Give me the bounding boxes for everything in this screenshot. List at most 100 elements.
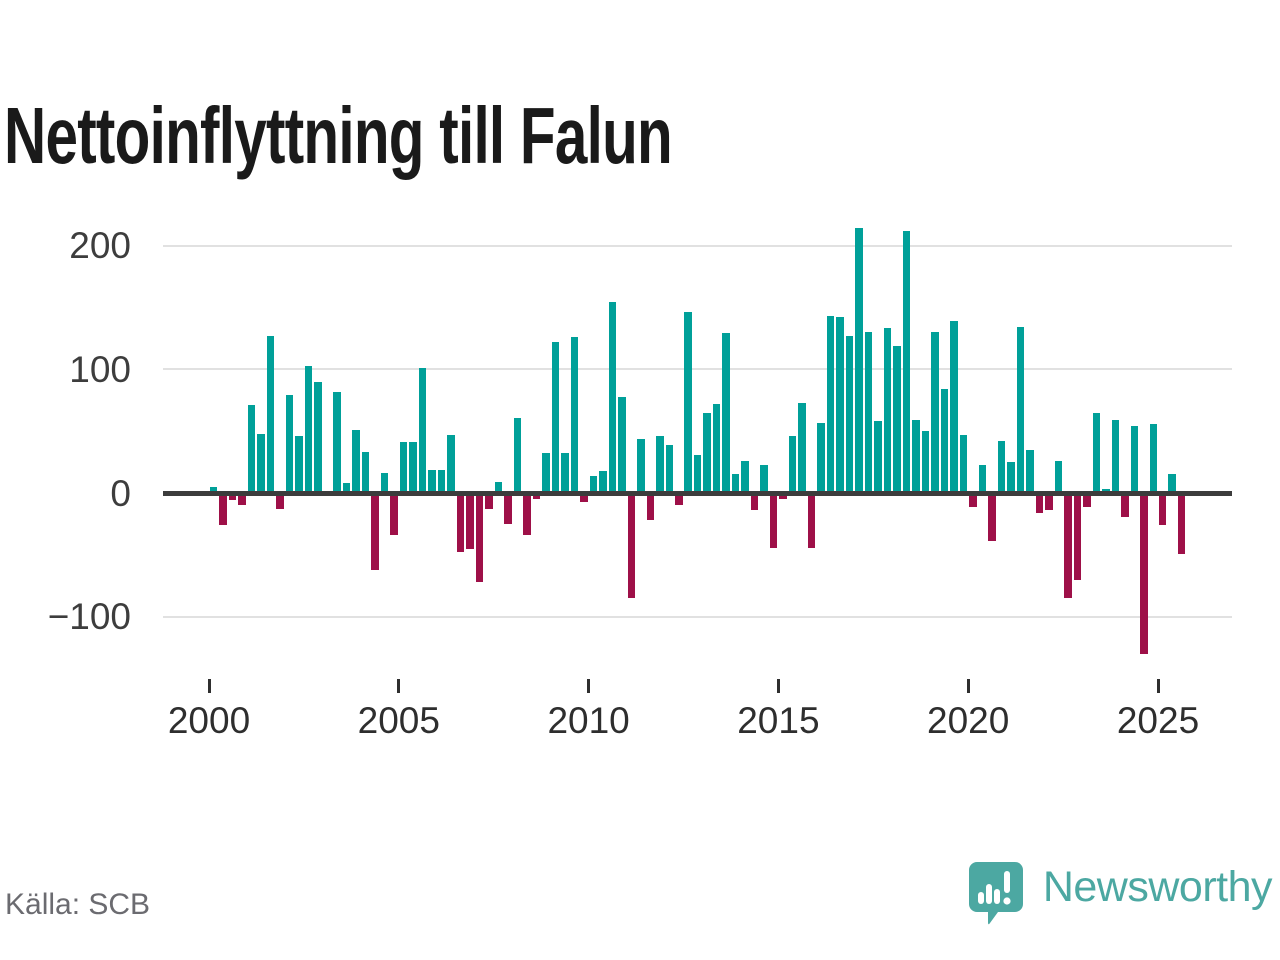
bar-2010Q2 bbox=[599, 470, 607, 493]
gridline-100 bbox=[163, 368, 1232, 371]
bar-2016Q3 bbox=[836, 317, 844, 493]
x-axis-zero-line bbox=[163, 490, 1232, 496]
bar-2022Q3 bbox=[1064, 493, 1072, 599]
bar-2025Q2 bbox=[1168, 474, 1176, 493]
bar-2015Q2 bbox=[788, 436, 797, 493]
x-axis-tick-2010 bbox=[587, 679, 591, 693]
bar-2021Q3 bbox=[1026, 449, 1034, 493]
bar-2010Q4 bbox=[618, 396, 626, 493]
bar-2005Q1 bbox=[399, 442, 408, 493]
bar-2019Q4 bbox=[959, 434, 968, 493]
bar-2024Q4 bbox=[1149, 423, 1158, 493]
bar-2019Q3 bbox=[950, 321, 958, 493]
bar-2004Q1 bbox=[361, 452, 370, 493]
bar-2023Q1 bbox=[1083, 493, 1091, 507]
x-axis-tick-2000 bbox=[207, 679, 211, 693]
bar-2009Q4 bbox=[580, 493, 588, 502]
bar-2019Q2 bbox=[940, 389, 949, 494]
bar-2005Q3 bbox=[418, 368, 427, 493]
bar-2012Q2 bbox=[675, 493, 683, 506]
bar-2016Q4 bbox=[845, 335, 854, 493]
bar-2011Q4 bbox=[656, 436, 664, 493]
chart-title: Nettoinflyttning till Falun bbox=[4, 90, 673, 180]
bar-2013Q2 bbox=[712, 403, 721, 493]
y-axis-tick-label: −100 bbox=[47, 596, 131, 638]
bar-2003Q4 bbox=[352, 429, 360, 493]
bar-2009Q3 bbox=[570, 337, 579, 493]
bar-2007Q4 bbox=[504, 493, 512, 524]
bar-2002Q3 bbox=[304, 365, 313, 493]
bar-2008Q3 bbox=[532, 493, 541, 500]
bar-2012Q1 bbox=[665, 444, 674, 493]
bar-2009Q2 bbox=[561, 453, 569, 493]
bar-2017Q1 bbox=[855, 228, 863, 493]
bar-2011Q3 bbox=[646, 493, 655, 521]
bar-2019Q1 bbox=[931, 332, 939, 493]
bar-2004Q3 bbox=[380, 473, 389, 493]
bar-2024Q2 bbox=[1130, 426, 1139, 493]
bar-2017Q2 bbox=[864, 332, 873, 493]
bar-2001Q2 bbox=[257, 433, 265, 493]
bar-2008Q4 bbox=[542, 453, 550, 493]
bar-2014Q4 bbox=[769, 493, 778, 548]
y-axis-tick-label: 0 bbox=[110, 472, 131, 514]
bar-2022Q4 bbox=[1073, 493, 1082, 580]
bar-2006Q4 bbox=[466, 493, 474, 549]
bar-2024Q1 bbox=[1121, 493, 1129, 517]
bar-2011Q2 bbox=[637, 438, 645, 494]
bar-2008Q2 bbox=[523, 493, 531, 536]
bar-2025Q1 bbox=[1158, 493, 1167, 526]
bar-2020Q2 bbox=[978, 464, 987, 493]
bar-2015Q3 bbox=[798, 402, 806, 493]
bar-2023Q2 bbox=[1092, 412, 1101, 493]
bar-2010Q3 bbox=[608, 302, 617, 493]
x-axis-tick-2005 bbox=[397, 679, 401, 693]
bar-2001Q4 bbox=[276, 493, 284, 510]
bar-2015Q1 bbox=[779, 493, 787, 500]
bar-2018Q3 bbox=[912, 420, 920, 493]
bar-2013Q1 bbox=[703, 412, 711, 493]
bar-2004Q4 bbox=[390, 493, 398, 536]
brand-name: Newsworthy bbox=[1042, 862, 1273, 911]
bar-2012Q4 bbox=[693, 454, 702, 493]
x-axis-tick-label: 2020 bbox=[927, 700, 1010, 741]
bar-2000Q2 bbox=[219, 493, 227, 526]
bar-2003Q2 bbox=[333, 391, 341, 493]
bar-2007Q1 bbox=[475, 493, 484, 583]
bar-2006Q3 bbox=[456, 493, 465, 553]
bar-2003Q3 bbox=[342, 483, 351, 493]
source-caption: Källa: SCB bbox=[5, 888, 151, 921]
bar-2020Q4 bbox=[997, 441, 1006, 493]
y-axis-tick-label: 100 bbox=[69, 348, 131, 390]
bar-2012Q3 bbox=[684, 312, 692, 493]
bar-2007Q2 bbox=[485, 493, 493, 510]
bar-2018Q2 bbox=[902, 230, 911, 493]
bar-2015Q4 bbox=[807, 493, 816, 548]
bar-2014Q3 bbox=[760, 464, 768, 493]
bar-2000Q1 bbox=[209, 486, 218, 493]
x-axis-tick-2015 bbox=[776, 679, 780, 693]
bar-2016Q2 bbox=[826, 316, 835, 493]
gridline--100 bbox=[163, 615, 1232, 618]
bar-2013Q3 bbox=[722, 333, 730, 493]
bar-2001Q3 bbox=[266, 335, 275, 493]
newsworthy-speech-bubble-chart-icon bbox=[968, 862, 1023, 925]
bar-2022Q2 bbox=[1054, 460, 1063, 493]
newsworthy-branding: Newsworthy bbox=[967, 860, 1273, 926]
bar-2009Q1 bbox=[551, 342, 560, 493]
bar-2025Q3 bbox=[1177, 493, 1186, 554]
x-axis-tick-label: 2005 bbox=[357, 700, 440, 741]
x-axis-tick-2020 bbox=[966, 679, 970, 693]
bar-2007Q3 bbox=[494, 481, 503, 493]
bar-2005Q2 bbox=[409, 442, 417, 493]
bar-2018Q1 bbox=[893, 345, 901, 493]
bar-2006Q2 bbox=[447, 434, 455, 493]
x-axis-tick-label: 2015 bbox=[737, 700, 820, 741]
y-axis-tick-label: 200 bbox=[69, 225, 131, 266]
bar-2021Q2 bbox=[1016, 327, 1025, 493]
x-axis-tick-label: 2010 bbox=[547, 700, 630, 741]
bar-2023Q4 bbox=[1111, 420, 1120, 493]
bar-2022Q1 bbox=[1045, 493, 1053, 511]
bar-2002Q2 bbox=[295, 436, 303, 493]
